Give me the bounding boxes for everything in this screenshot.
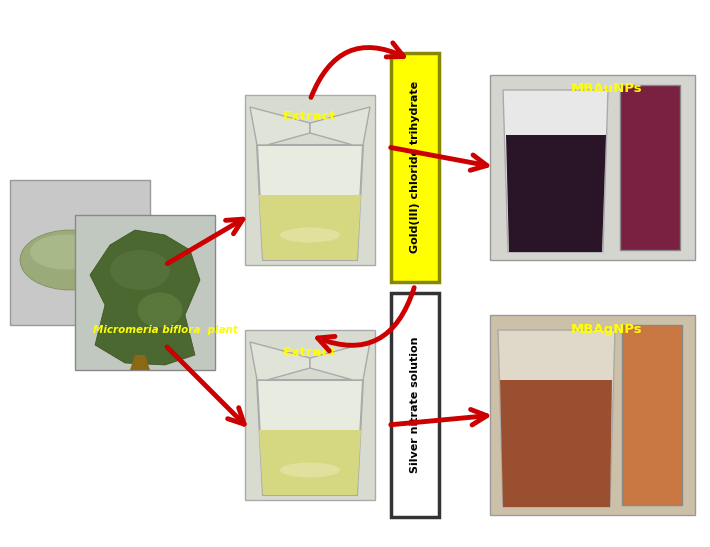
Text: Micromeria biflora  plant: Micromeria biflora plant: [93, 325, 238, 335]
Polygon shape: [250, 107, 310, 145]
FancyBboxPatch shape: [490, 75, 695, 260]
FancyBboxPatch shape: [391, 53, 439, 282]
Polygon shape: [500, 380, 612, 507]
Text: Gold(III) chloride trihydrate: Gold(III) chloride trihydrate: [410, 81, 420, 253]
Text: Extract: Extract: [283, 110, 337, 124]
Ellipse shape: [20, 230, 120, 290]
FancyBboxPatch shape: [622, 325, 682, 505]
FancyBboxPatch shape: [490, 315, 695, 515]
Polygon shape: [310, 342, 370, 380]
Ellipse shape: [110, 250, 170, 290]
Polygon shape: [259, 195, 361, 260]
FancyBboxPatch shape: [10, 180, 150, 325]
Polygon shape: [498, 330, 615, 507]
FancyBboxPatch shape: [75, 215, 215, 370]
FancyBboxPatch shape: [245, 95, 375, 265]
Polygon shape: [259, 430, 361, 495]
Ellipse shape: [30, 235, 100, 270]
Ellipse shape: [280, 228, 340, 242]
Polygon shape: [310, 107, 370, 145]
FancyBboxPatch shape: [391, 293, 439, 517]
Polygon shape: [503, 90, 608, 252]
Polygon shape: [90, 230, 200, 365]
Ellipse shape: [138, 293, 182, 328]
Text: Silver nitrate solution: Silver nitrate solution: [410, 337, 420, 473]
Text: MBAuNPs: MBAuNPs: [571, 83, 643, 96]
FancyBboxPatch shape: [245, 330, 375, 500]
Polygon shape: [506, 135, 606, 252]
FancyBboxPatch shape: [620, 85, 680, 250]
Polygon shape: [250, 342, 310, 380]
Polygon shape: [130, 355, 150, 370]
Text: MBAgNPs: MBAgNPs: [571, 323, 643, 335]
Text: Extract: Extract: [283, 346, 337, 358]
Polygon shape: [257, 380, 363, 495]
Ellipse shape: [280, 463, 340, 478]
Polygon shape: [257, 145, 363, 260]
